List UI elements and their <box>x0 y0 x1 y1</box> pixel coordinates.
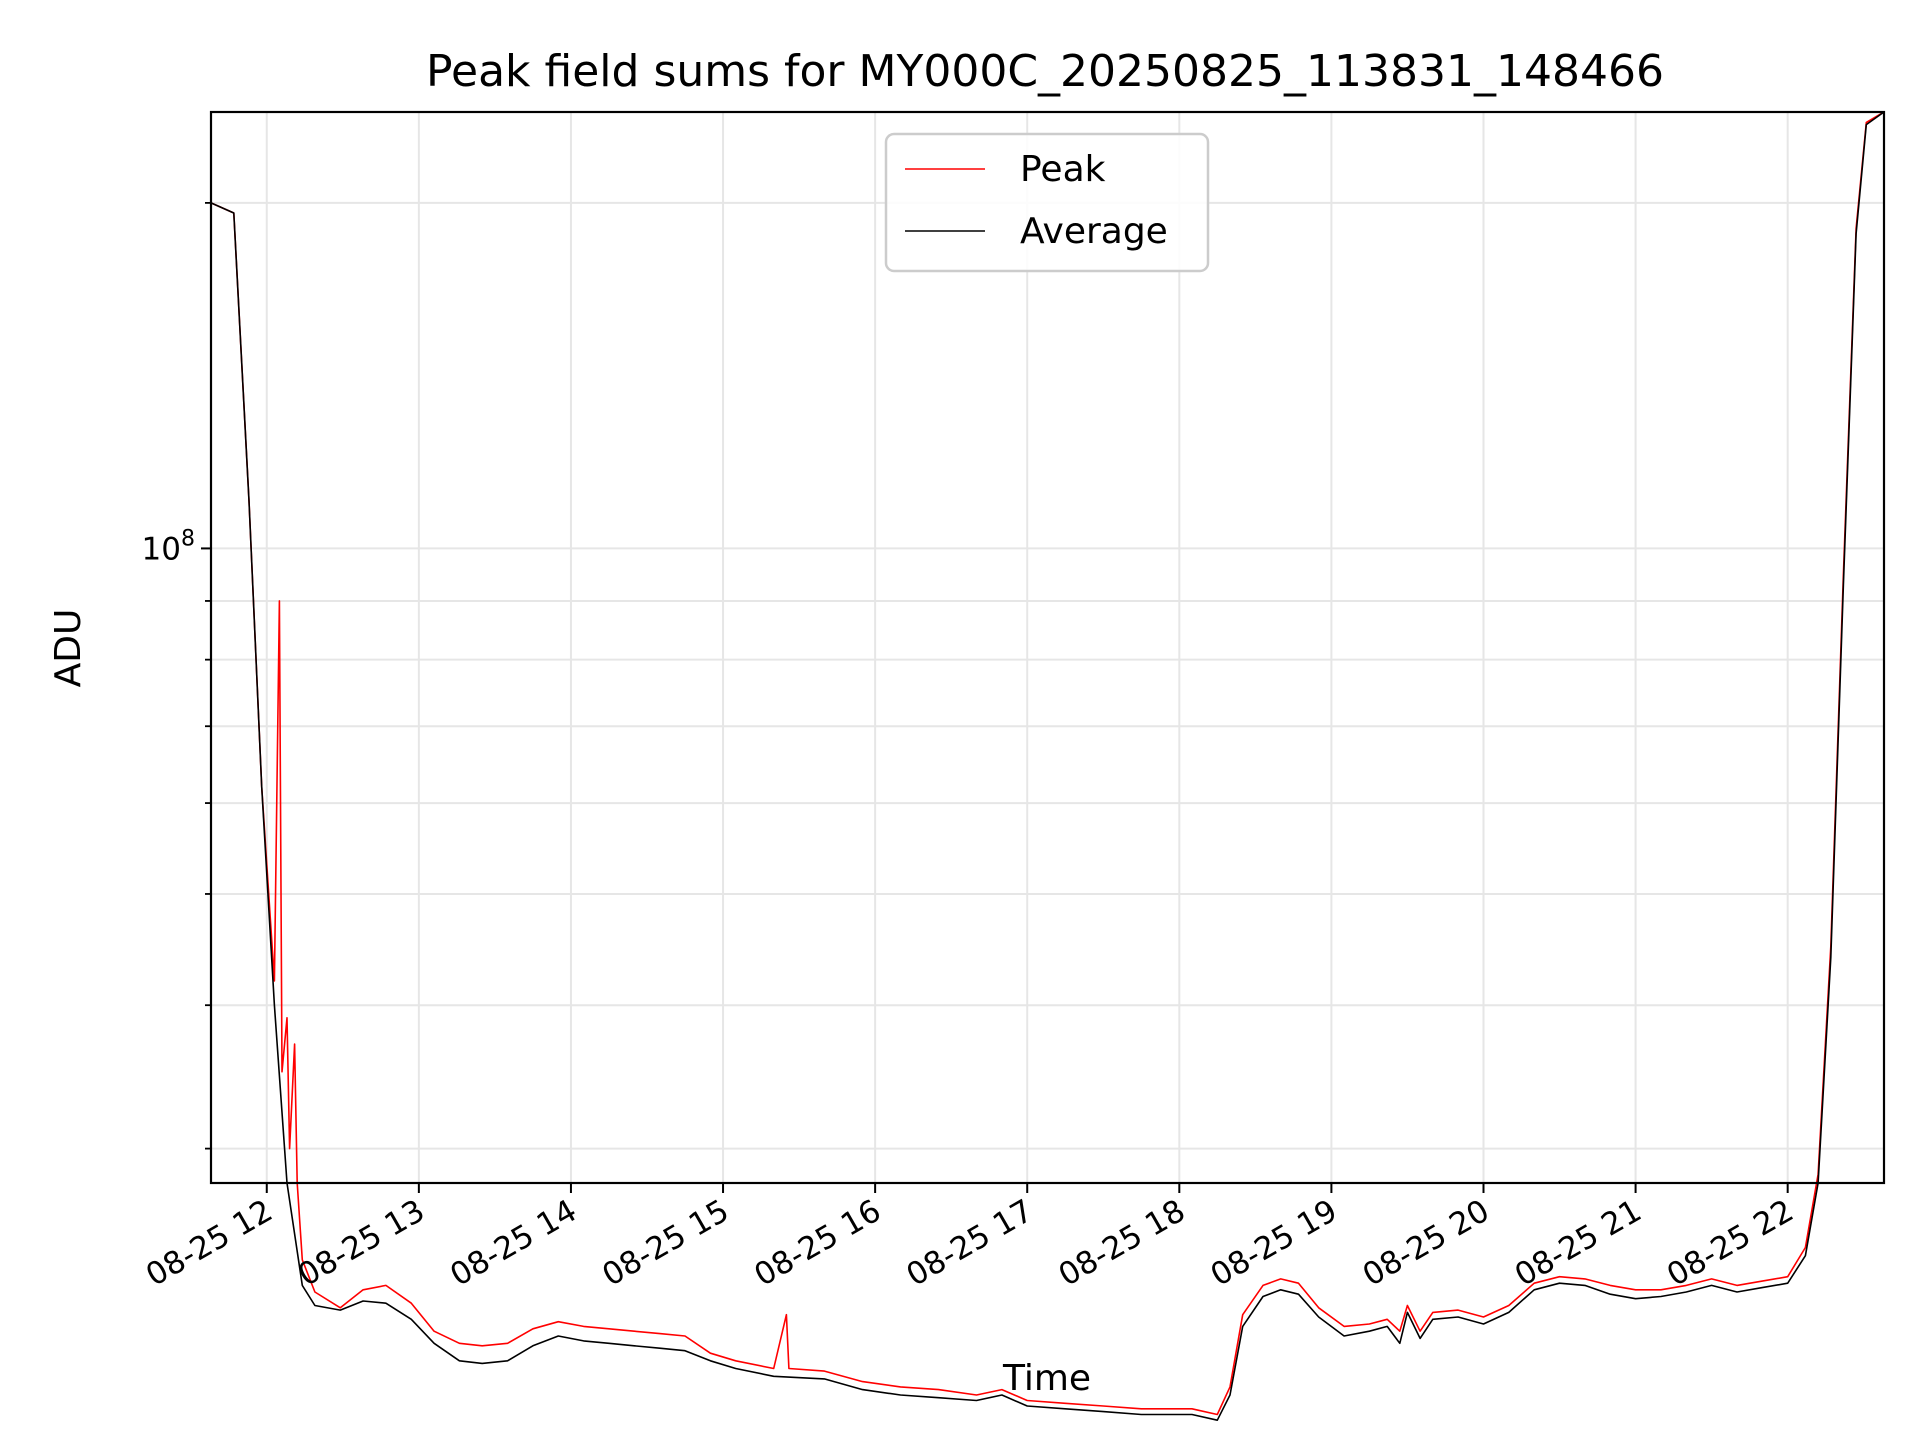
plot-frame <box>209 110 1886 1185</box>
series-line-average <box>210 111 1885 1421</box>
series-layer <box>210 111 1885 1421</box>
y-axis-label: ADU <box>48 609 89 688</box>
legend: Peak Average <box>884 132 1210 273</box>
legend-label-average: Average <box>1020 211 1168 252</box>
chart-title: Peak field sums for MY000C_20250825_1138… <box>426 46 1664 97</box>
y-tick-label: 108 <box>142 526 195 567</box>
legend-label-peak: Peak <box>1020 149 1106 190</box>
series-line-peak <box>210 111 1885 1416</box>
x-axis-label: Time <box>1002 1358 1091 1399</box>
grid <box>211 112 1884 1183</box>
